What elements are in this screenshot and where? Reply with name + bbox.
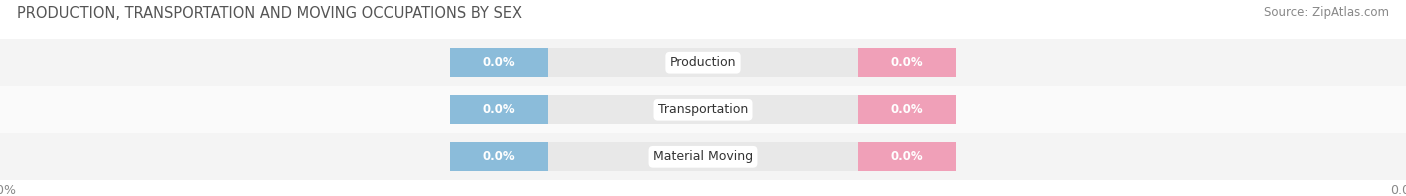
Bar bbox=[450, 142, 548, 171]
Text: Source: ZipAtlas.com: Source: ZipAtlas.com bbox=[1264, 6, 1389, 19]
Bar bbox=[858, 48, 956, 77]
Bar bbox=[450, 142, 956, 171]
Text: 0.0%: 0.0% bbox=[482, 150, 516, 163]
Text: Transportation: Transportation bbox=[658, 103, 748, 116]
Bar bbox=[450, 48, 548, 77]
Bar bbox=[0, 86, 1406, 133]
Bar bbox=[0, 39, 1406, 86]
Bar bbox=[450, 95, 956, 124]
Bar bbox=[858, 142, 956, 171]
Bar bbox=[450, 48, 956, 77]
Text: 0.0%: 0.0% bbox=[890, 56, 924, 69]
Text: 0.0%: 0.0% bbox=[890, 103, 924, 116]
Text: 0.0%: 0.0% bbox=[482, 56, 516, 69]
Text: 0.0%: 0.0% bbox=[482, 103, 516, 116]
Bar bbox=[450, 95, 548, 124]
Bar bbox=[0, 133, 1406, 180]
Text: PRODUCTION, TRANSPORTATION AND MOVING OCCUPATIONS BY SEX: PRODUCTION, TRANSPORTATION AND MOVING OC… bbox=[17, 6, 522, 21]
Text: Material Moving: Material Moving bbox=[652, 150, 754, 163]
Text: Production: Production bbox=[669, 56, 737, 69]
Text: 0.0%: 0.0% bbox=[890, 150, 924, 163]
Bar bbox=[858, 95, 956, 124]
